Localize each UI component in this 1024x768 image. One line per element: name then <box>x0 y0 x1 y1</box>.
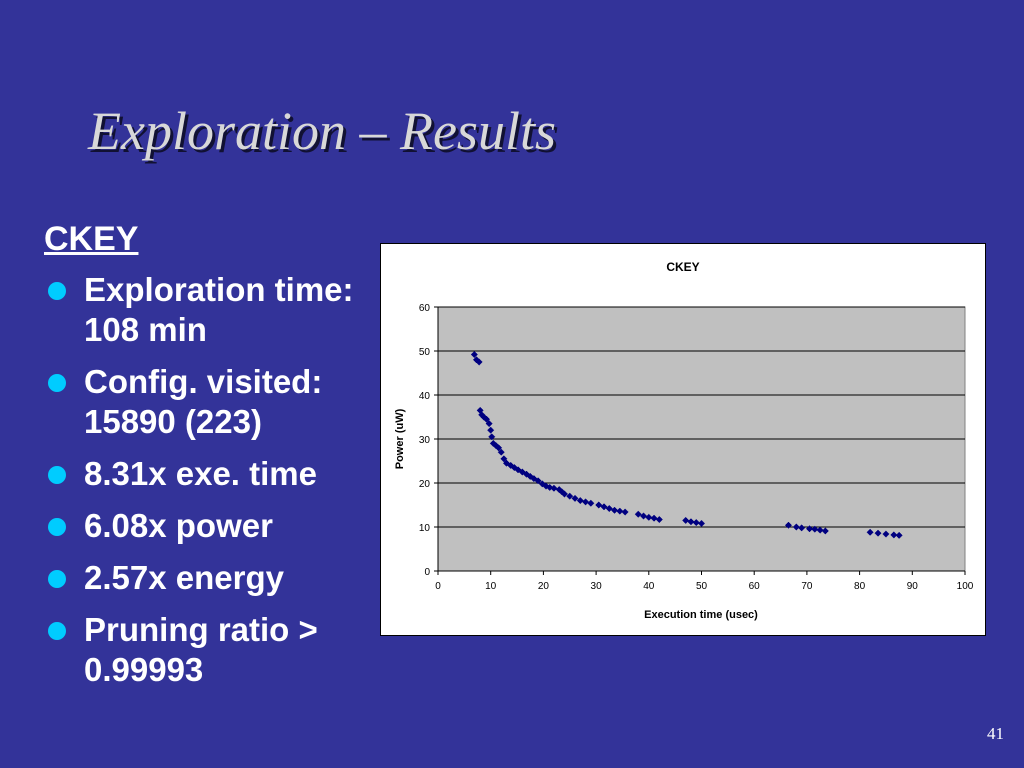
data-point <box>497 448 505 456</box>
data-point <box>495 444 503 452</box>
y-tick-label: 40 <box>419 391 431 402</box>
bullet-text: 8.31x exe. time <box>84 455 317 492</box>
data-point <box>645 513 653 521</box>
data-point <box>534 477 542 485</box>
data-point <box>655 515 663 524</box>
data-point <box>692 519 700 527</box>
data-point <box>595 501 603 509</box>
data-point <box>821 527 829 535</box>
data-point <box>571 494 579 502</box>
x-axis-label: Execution time (usec) <box>644 609 758 621</box>
x-tick-label: 50 <box>696 581 708 592</box>
bullet-item: 6.08x power <box>44 506 374 546</box>
data-point <box>616 507 624 515</box>
data-point <box>895 531 903 539</box>
x-tick-label: 90 <box>907 581 919 592</box>
data-point <box>610 506 619 514</box>
data-point <box>546 483 554 491</box>
y-tick-label: 30 <box>419 435 431 446</box>
data-point <box>874 529 882 537</box>
data-point <box>475 358 483 366</box>
bullet-icon <box>48 466 66 484</box>
data-point <box>621 508 629 516</box>
x-tick-label: 40 <box>643 581 655 592</box>
data-point <box>805 525 814 533</box>
data-point <box>811 525 819 533</box>
data-point <box>792 523 800 531</box>
data-point <box>576 497 584 505</box>
x-tick-label: 10 <box>485 581 497 592</box>
data-point <box>485 420 493 428</box>
y-tick-label: 50 <box>419 347 431 358</box>
data-point <box>582 498 590 506</box>
bullet-item: 2.57x energy <box>44 558 374 598</box>
data-point <box>470 350 478 359</box>
bullet-text: 6.08x power <box>84 507 273 544</box>
bullet-icon <box>48 374 66 392</box>
data-point <box>489 439 497 447</box>
data-point <box>816 526 824 534</box>
chart-title: CKEY <box>666 260 699 274</box>
x-tick-label: 30 <box>591 581 603 592</box>
data-point <box>550 484 558 492</box>
bullet-item: 8.31x exe. time <box>44 454 374 494</box>
data-point <box>798 524 806 532</box>
data-point <box>587 499 595 507</box>
bullet-list: Exploration time: 108 min Config. visite… <box>44 270 374 702</box>
y-tick-label: 20 <box>419 479 431 490</box>
y-tick-label: 0 <box>424 567 430 578</box>
bullet-icon <box>48 518 66 536</box>
bullet-text: Config. visited: 15890 (223) <box>84 363 323 440</box>
data-point <box>687 518 695 526</box>
data-point <box>650 514 658 522</box>
bullet-icon <box>48 282 66 300</box>
data-point <box>560 490 569 498</box>
data-point <box>697 519 706 528</box>
data-point <box>605 504 613 513</box>
data-point <box>488 433 496 441</box>
bullet-text: Exploration time: 108 min <box>84 271 354 348</box>
data-point <box>500 455 508 463</box>
data-point <box>882 530 890 538</box>
data-point <box>784 521 793 529</box>
bullet-text: Pruning ratio > 0.99993 <box>84 611 318 688</box>
scatter-chart: CKEY Execution time (usec) Power (uW) 0 1… <box>394 260 974 621</box>
chart-container: CKEY Execution time (usec) Power (uW) 0 1… <box>380 243 986 636</box>
slide-title: Exploration – Results <box>88 101 556 161</box>
y-axis-label: Power (uW) <box>394 408 406 469</box>
bullet-item: Exploration time: 108 min <box>44 270 374 350</box>
y-tick-label: 10 <box>419 523 431 534</box>
data-point <box>639 512 648 520</box>
x-tick-label: 80 <box>854 581 866 592</box>
data-point <box>634 510 642 518</box>
data-point <box>566 492 574 500</box>
bullet-icon <box>48 622 66 640</box>
data-point <box>482 415 491 423</box>
data-point <box>600 503 608 511</box>
section-heading: CKEY <box>44 220 139 258</box>
y-tick-label: 60 <box>419 303 431 314</box>
x-tick-label: 60 <box>749 581 761 592</box>
bullet-icon <box>48 570 66 588</box>
data-point <box>487 426 495 434</box>
data-point <box>866 528 874 536</box>
bullet-item: Config. visited: 15890 (223) <box>44 362 374 442</box>
x-tick-label: 70 <box>801 581 813 592</box>
bullet-text: 2.57x energy <box>84 559 284 596</box>
data-point <box>682 516 690 524</box>
x-tick-label: 100 <box>957 581 974 592</box>
data-point <box>480 413 488 421</box>
data-point <box>890 531 898 539</box>
bullet-item: Pruning ratio > 0.99993 <box>44 610 374 690</box>
x-tick-label: 20 <box>538 581 550 592</box>
x-tick-label: 0 <box>435 581 441 592</box>
page-number: 41 <box>987 724 1004 743</box>
